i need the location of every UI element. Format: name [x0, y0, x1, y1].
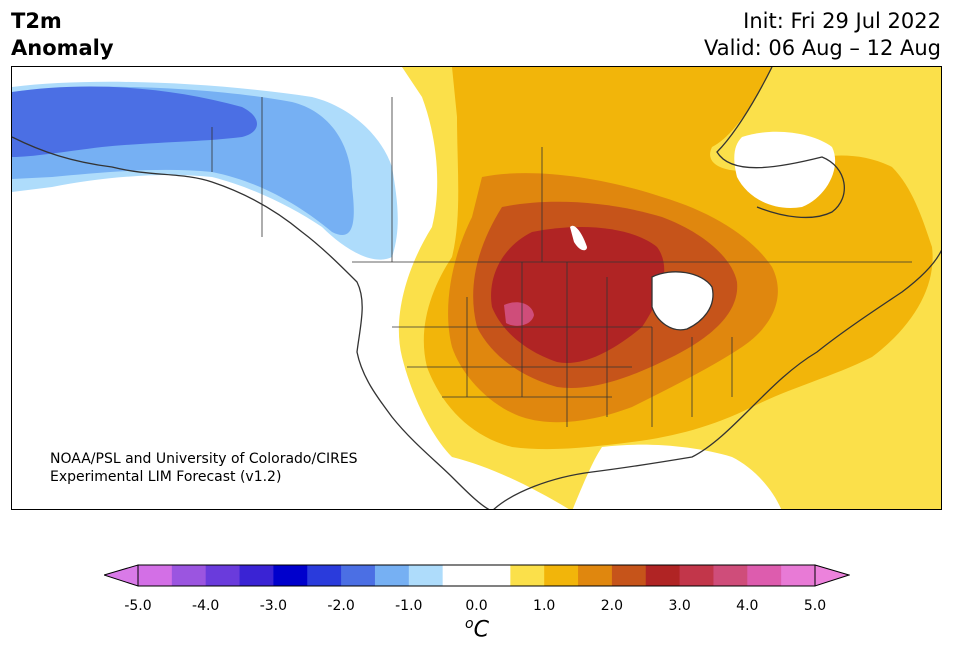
- colorbar: [104, 564, 850, 587]
- colorbar-tick-label: -3.0: [259, 598, 288, 614]
- valid-date: Valid: 06 Aug – 12 Aug: [703, 36, 941, 60]
- colorbar-cell: [544, 565, 579, 586]
- colorbar-cell: [611, 565, 647, 586]
- colorbar-cell: [341, 565, 376, 586]
- map-canvas: [12, 67, 941, 509]
- colorbar-cell: [510, 565, 545, 586]
- init-date: Init: Fri 29 Jul 2022: [743, 9, 941, 33]
- colorbar-cell: [205, 565, 241, 586]
- colorbar-tick-label: -1.0: [395, 598, 423, 614]
- credit-line1: NOAA/PSL and University of Colorado/CIRE…: [50, 451, 358, 467]
- colorbar-tick-label: 0.0: [465, 598, 488, 614]
- colorbar-ticks: -5.0 -4.0 -3.0 -2.0 -1.0 0.0 1.0 2.0 3.0 4.0 5.0: [0, 598, 953, 618]
- unit-degree: o: [465, 616, 474, 632]
- gulf-water: [572, 444, 782, 509]
- coastlines: [12, 67, 941, 509]
- anomaly-band-warm-5: [491, 227, 665, 363]
- colorbar-tick-label: 5.0: [803, 598, 827, 614]
- colorbar-cell: [374, 565, 410, 586]
- credit-text: NOAA/PSL and University of Colorado/CIRE…: [50, 450, 358, 486]
- colorbar-cell: [138, 565, 173, 586]
- credit-line2: Experimental LIM Forecast (v1.2): [50, 469, 282, 485]
- colorbar-cell: [781, 565, 816, 586]
- hudson-bay: [734, 131, 836, 208]
- colorbar-cell: [273, 565, 308, 586]
- colorbar-cell: [679, 565, 714, 586]
- colorbar-cell: [171, 565, 207, 586]
- great-lakes: [652, 271, 713, 330]
- colorbar-cell: [747, 565, 782, 586]
- anomaly-band-warm-6: [504, 302, 534, 326]
- anomaly-map: NOAA/PSL and University of Colorado/CIRE…: [11, 66, 942, 510]
- colorbar-frame: [137, 564, 816, 587]
- colorbar-tick-label: 2.0: [600, 598, 624, 614]
- colorbar-cell: [645, 565, 681, 586]
- colorbar-tick-label: -4.0: [192, 598, 220, 614]
- colorbar-tick-label: -5.0: [124, 598, 152, 614]
- colorbar-tick-label: 3.0: [668, 598, 691, 614]
- colorbar-cell: [442, 565, 477, 586]
- colorbar-cell: [408, 565, 444, 586]
- lake-winnipeg: [570, 225, 587, 251]
- colorbar-cells: [138, 565, 816, 586]
- map-title-line2: Anomaly: [11, 36, 114, 60]
- colorbar-cell: [239, 565, 274, 586]
- colorbar-unit: oC: [465, 616, 489, 642]
- colorbar-under-arrow: [104, 564, 139, 587]
- political-borders: [211, 97, 912, 427]
- colorbar-tick-label: 4.0: [736, 598, 759, 614]
- map-title-line1: T2m: [11, 9, 62, 33]
- colorbar-tick-label: -2.0: [327, 598, 355, 614]
- unit-letter: C: [473, 617, 489, 643]
- colorbar-cell: [578, 565, 613, 586]
- colorbar-cell: [307, 565, 342, 586]
- colorbar-cell: [476, 565, 511, 586]
- colorbar-cell: [713, 565, 748, 586]
- forecast-dates: Init: Fri 29 Jul 2022 Valid: 06 Aug – 12…: [704, 8, 941, 62]
- anomaly-band-cold-3: [12, 86, 257, 157]
- map-title: T2m Anomaly: [11, 8, 114, 62]
- colorbar-tick-label: 1.0: [533, 598, 556, 614]
- colorbar-over-arrow: [814, 564, 850, 587]
